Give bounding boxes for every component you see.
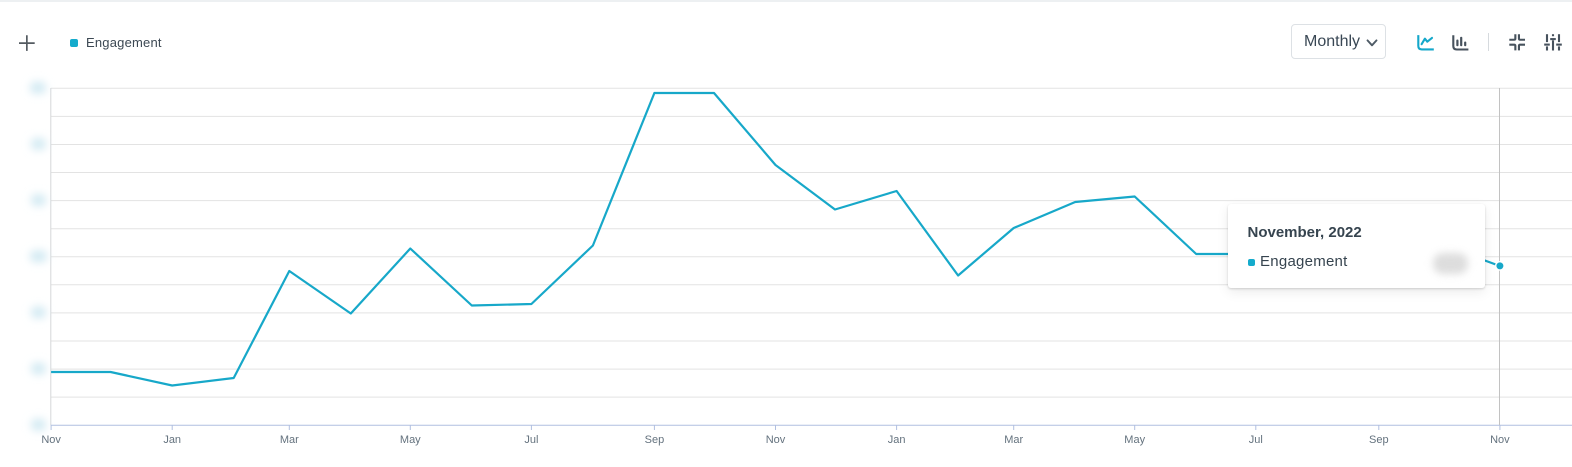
svg-text:Jan: Jan [163,434,181,446]
svg-text:May: May [1124,434,1145,446]
svg-text:Jan: Jan [888,434,906,446]
svg-text:May: May [400,434,421,446]
svg-text:Sep: Sep [1369,434,1389,446]
svg-text:Jul: Jul [524,434,538,446]
svg-text:Jul: Jul [1249,434,1263,446]
svg-text:Nov: Nov [41,434,61,446]
svg-text:Nov: Nov [766,434,786,446]
svg-text:Nov: Nov [1490,434,1510,446]
svg-text:Mar: Mar [1004,434,1023,446]
svg-text:Sep: Sep [645,434,665,446]
svg-text:Mar: Mar [280,434,299,446]
